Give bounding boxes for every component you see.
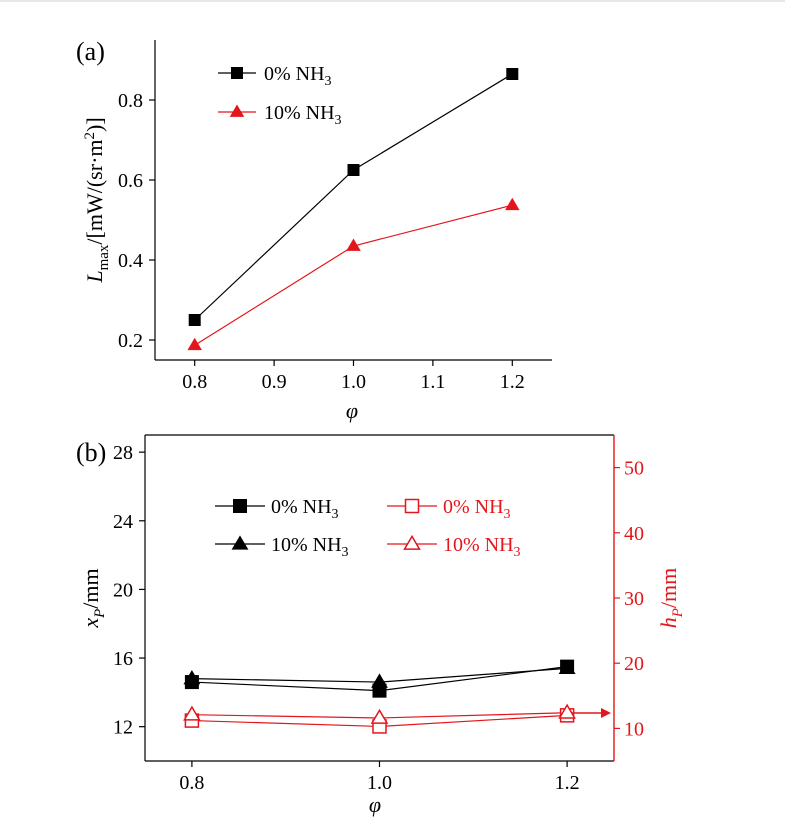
legend-marker — [233, 499, 247, 513]
y-tick-label: 0.4 — [118, 250, 143, 272]
legend-text-main: 0% NH — [264, 63, 325, 85]
right-label-sub: P — [670, 608, 686, 618]
right-label-main: h — [656, 617, 681, 628]
panel-a-markers — [187, 68, 520, 351]
data-point-1-1 — [371, 673, 388, 688]
right-label-unit: /mm — [656, 568, 681, 608]
legend-text-main: 10% NH — [443, 534, 514, 556]
data-point-1-0 — [183, 669, 201, 685]
legend-label: 0% NH3 — [264, 63, 332, 89]
top-divider — [0, 0, 785, 2]
data-point-0-0 — [188, 314, 201, 326]
y-tick-label: 0.2 — [118, 330, 143, 352]
panel-a-y-axis-label: Lmax/[mW/(sr·m2)] — [82, 117, 112, 283]
legend-text-sub: 3 — [332, 507, 339, 522]
right-tick-label: 40 — [624, 523, 644, 545]
panel-a-ticks: 0.8 0.9 1.0 1.1 1.2 0.2 0.4 0.6 0.8 — [118, 90, 525, 393]
legend-text-main: 10% NH — [264, 102, 335, 124]
left-tick-label: 20 — [113, 579, 133, 601]
panel-b-markers — [183, 659, 576, 734]
left-label-sub: P — [92, 609, 108, 619]
ylabel-unit-sup: 2 — [82, 132, 98, 140]
legend-marker — [231, 535, 249, 550]
x-tick-label: 1.1 — [420, 371, 445, 393]
panel-b-x-axis-label: φ — [369, 792, 381, 817]
legend-text-sub: 3 — [342, 545, 349, 560]
right-axis-arrow — [572, 708, 611, 718]
x-tick-label: 0.8 — [179, 772, 204, 794]
left-label-unit: /mm — [78, 568, 103, 608]
legend-marker — [231, 67, 243, 79]
legend-label: 0% NH3 — [443, 496, 511, 522]
left-tick-label: 28 — [113, 442, 133, 464]
legend-text-main: 10% NH — [271, 534, 342, 556]
x-tick-label: 0.9 — [262, 371, 287, 393]
legend-text-main: 0% NH — [271, 496, 332, 518]
legend-text-main: 0% NH — [443, 496, 504, 518]
data-point-1-2 — [558, 659, 576, 675]
data-point-0-2 — [506, 68, 519, 80]
legend-text-sub: 3 — [325, 74, 332, 89]
data-point-1-2 — [505, 197, 520, 211]
data-point-0-1 — [347, 164, 360, 176]
left-label-main: x — [78, 618, 103, 629]
panel-a-x-axis-label: φ — [346, 398, 358, 423]
x-tick-label: 1.0 — [367, 772, 392, 794]
x-tick-label: 1.0 — [341, 371, 366, 393]
x-tick-label: 1.2 — [555, 772, 580, 794]
data-point-3-1 — [370, 708, 389, 724]
panel-b-left-axis-label: xP/mm — [78, 568, 108, 628]
legend-marker — [404, 498, 420, 514]
right-tick-label: 10 — [624, 718, 644, 740]
panel-b-ticks: 0.8 1.0 1.2 12 16 20 24 28 10 20 30 40 50 — [113, 442, 644, 794]
legend-text-sub: 3 — [514, 545, 521, 560]
ylabel-sub: max — [96, 244, 112, 270]
left-tick-label: 12 — [113, 717, 133, 739]
legend-label: 10% NH3 — [271, 534, 349, 560]
series-line-0 — [194, 73, 513, 321]
right-tick-label: 20 — [624, 653, 644, 675]
legend-label: 10% NH3 — [443, 534, 521, 560]
legend-marker — [403, 534, 421, 550]
panel-b-right-axis-label: hP/mm — [656, 568, 686, 629]
x-tick-label: 0.8 — [182, 371, 207, 393]
legend-marker — [229, 104, 245, 117]
ylabel-unit: /[mW/(sr·m — [82, 139, 107, 244]
ylabel-unit-end: )] — [82, 117, 107, 132]
legend-label: 0% NH3 — [271, 496, 339, 522]
right-tick-label: 50 — [624, 458, 644, 480]
left-tick-label: 24 — [113, 511, 133, 533]
data-point-1-0 — [187, 337, 202, 351]
panel-a-chart: (a) 0.8 0.9 1.0 1.1 1.2 0.2 0.4 0.6 0.8 φ Lmax/[… — [76, 37, 552, 423]
ylabel-main: L — [82, 270, 107, 283]
legend-label: 10% NH3 — [264, 102, 342, 128]
data-point-1-1 — [346, 238, 361, 251]
right-tick-label: 30 — [624, 588, 644, 610]
left-tick-label: 16 — [113, 648, 133, 670]
legend-text-sub: 3 — [504, 507, 511, 522]
panel-a-label: (a) — [76, 37, 105, 66]
x-tick-label: 1.2 — [500, 371, 525, 393]
panel-b-label: (b) — [76, 438, 106, 467]
y-tick-label: 0.6 — [118, 170, 143, 192]
legend-text-sub: 3 — [335, 113, 342, 128]
y-tick-label: 0.8 — [118, 90, 143, 112]
data-point-3-0 — [183, 705, 201, 721]
data-point-3-2 — [558, 703, 576, 719]
